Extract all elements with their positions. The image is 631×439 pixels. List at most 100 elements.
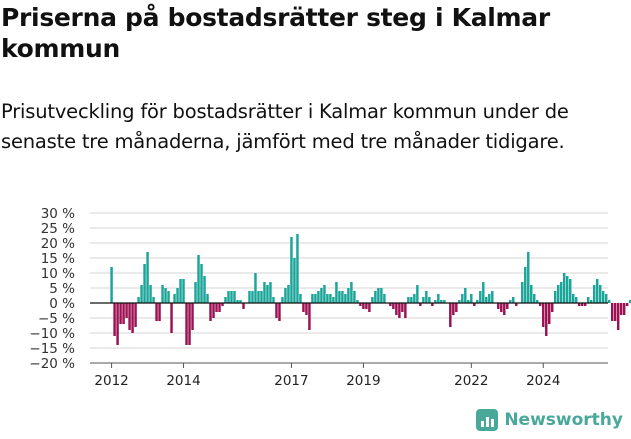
bar: [461, 294, 464, 303]
bar: [110, 267, 113, 303]
bar: [362, 303, 365, 309]
bar: [410, 297, 413, 303]
bar: [551, 303, 554, 312]
bar: [344, 294, 347, 303]
newsworthy-logo: Newsworthy: [476, 409, 623, 431]
bar: [200, 264, 203, 303]
y-axis-ticks: 30 %25 %20 %15 %10 %5 %0 %−5 %−10 %−15 %…: [29, 206, 75, 372]
bar: [128, 303, 131, 330]
bar: [604, 294, 608, 303]
bar: [503, 303, 506, 315]
bar: [389, 303, 392, 306]
bar: [625, 303, 629, 306]
x-tick-label: 2017: [274, 373, 308, 389]
bar: [311, 294, 314, 303]
bar: [359, 303, 362, 306]
bar: [601, 291, 605, 303]
bar: [580, 303, 584, 306]
bar: [170, 303, 173, 333]
bar: [296, 234, 299, 303]
bar: [416, 285, 419, 303]
bar: [212, 303, 215, 318]
bar: [434, 300, 437, 303]
bar: [473, 303, 476, 306]
bar: [592, 285, 596, 303]
y-tick-label: 0 %: [49, 296, 75, 312]
bar: [215, 303, 218, 312]
y-tick-label: 5 %: [49, 281, 75, 297]
bar: [113, 303, 116, 336]
bar: [230, 291, 233, 303]
bar: [119, 303, 122, 324]
chart-title: Priserna på bostadsrätter steg i Kalmar …: [1, 3, 550, 63]
bar: [595, 279, 599, 303]
bar: [131, 303, 134, 333]
bar: [257, 291, 260, 303]
bar: [452, 303, 455, 315]
bar: [194, 282, 197, 303]
bar: [437, 294, 440, 303]
bar: [248, 291, 251, 303]
bar: [404, 303, 407, 318]
bar: [440, 300, 443, 303]
bar: [583, 303, 587, 306]
bar: [350, 282, 353, 303]
bar: [470, 294, 473, 303]
bar: [263, 282, 266, 303]
bar: [134, 303, 137, 327]
y-tick-label: 10 %: [41, 266, 75, 282]
bar: [233, 291, 236, 303]
bar: [155, 303, 158, 321]
bar: [524, 267, 527, 303]
bar: [116, 303, 119, 345]
bar: [419, 303, 422, 306]
bar: [260, 291, 263, 303]
y-tick-label: 15 %: [41, 251, 75, 267]
bar: [458, 300, 461, 303]
bar: [589, 300, 593, 303]
bar: [164, 288, 167, 303]
x-tick-label: 2019: [346, 373, 380, 389]
bar: [302, 303, 305, 312]
bar: [146, 252, 149, 303]
bar: [365, 303, 368, 309]
bar: [377, 288, 380, 303]
bar: [140, 285, 143, 303]
bar: [566, 276, 569, 303]
bar: [251, 291, 254, 303]
newsworthy-logo-icon: [476, 409, 499, 431]
bar: [197, 255, 200, 303]
bar: [398, 303, 401, 318]
bar: [571, 294, 575, 303]
bar: [173, 294, 176, 303]
bar: [491, 291, 494, 303]
bar: [206, 294, 209, 303]
bar: [586, 297, 590, 303]
bar: [497, 303, 500, 309]
bar: [335, 282, 338, 303]
bar: [152, 297, 155, 303]
bar: [149, 285, 152, 303]
bar: [239, 300, 242, 303]
bar: [278, 303, 281, 321]
bar: [542, 303, 545, 327]
bar: [308, 303, 311, 330]
bar: [320, 288, 323, 303]
bar: [536, 300, 539, 303]
bar: [209, 303, 212, 321]
bar: [380, 288, 383, 303]
bar: [293, 258, 296, 303]
bar: [569, 279, 572, 303]
bar: [221, 303, 224, 306]
x-tick-label: 2012: [94, 373, 128, 389]
y-tick-label: 20 %: [41, 236, 75, 252]
bar: [176, 288, 179, 303]
bar: [329, 294, 332, 303]
bar: [515, 303, 518, 306]
chart-subtitle: Prisutveckling för bostadsrätter i Kalma…: [1, 100, 569, 153]
bar: [356, 300, 359, 303]
bar: [236, 300, 239, 303]
bar: [191, 303, 194, 330]
bar: [299, 294, 302, 303]
bar: [269, 282, 272, 303]
